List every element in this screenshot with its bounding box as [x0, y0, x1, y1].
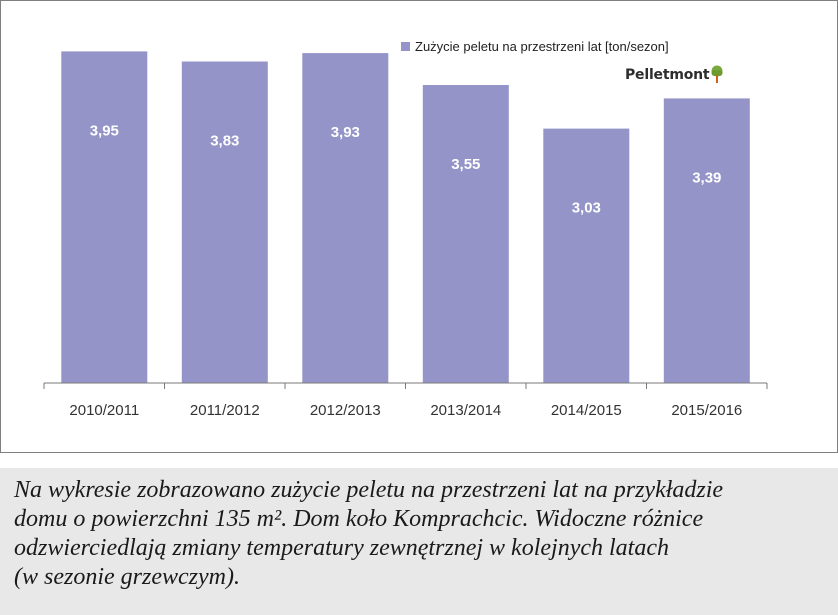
- legend-label: Zużycie peletu na przestrzeni lat [ton/s…: [415, 39, 669, 54]
- bar-2012/2013: [302, 53, 389, 383]
- legend: Zużycie peletu na przestrzeni lat [ton/s…: [401, 39, 669, 54]
- x-tick-label-2014/2015: 2014/2015: [551, 402, 622, 419]
- bar-2014/2015: [543, 128, 630, 383]
- legend-swatch: [401, 42, 410, 51]
- x-tick-label-2013/2014: 2013/2014: [430, 402, 501, 419]
- labels-layer: 3,95 2010/2011 3,83 2011/2012 3,93 2012/2013 3…: [69, 122, 742, 419]
- x-axis: [43, 382, 768, 389]
- tree-icon: [711, 65, 723, 83]
- data-label-2013/2014: 3,55: [451, 156, 480, 173]
- caption-text: Na wykresie zobrazowano zużycie peletu n…: [14, 477, 724, 590]
- bar-chart: 3,95 2010/2011 3,83 2011/2012 3,93 2012/2013 3…: [43, 51, 768, 419]
- data-label-2010/2011: 3,95: [90, 122, 119, 139]
- x-tick-label-2011/2012: 2011/2012: [190, 402, 260, 419]
- bar-2015/2016: [663, 98, 750, 384]
- bars-layer: [61, 51, 750, 384]
- data-label-2011/2012: 3,83: [210, 133, 239, 150]
- data-label-2014/2015: 3,03: [572, 200, 601, 217]
- chart-frame: 3,95 2010/2011 3,83 2011/2012 3,93 2012/2013 3…: [0, 0, 838, 453]
- pelletmont-logo: Pelletmont: [625, 65, 723, 83]
- data-label-2015/2016: 3,39: [692, 169, 721, 186]
- x-tick-label-2015/2016: 2015/2016: [671, 402, 742, 419]
- bar-2013/2014: [422, 85, 509, 383]
- caption-box: Na wykresie zobrazowano zużycie peletu n…: [0, 468, 838, 615]
- bar-2011/2012: [181, 61, 268, 383]
- bar-2010/2011: [61, 51, 148, 384]
- x-tick-label-2010/2011: 2010/2011: [69, 402, 139, 419]
- logo-text: Pelletmont: [625, 67, 710, 83]
- x-tick-label-2012/2013: 2012/2013: [310, 402, 381, 419]
- data-label-2012/2013: 3,93: [331, 124, 360, 141]
